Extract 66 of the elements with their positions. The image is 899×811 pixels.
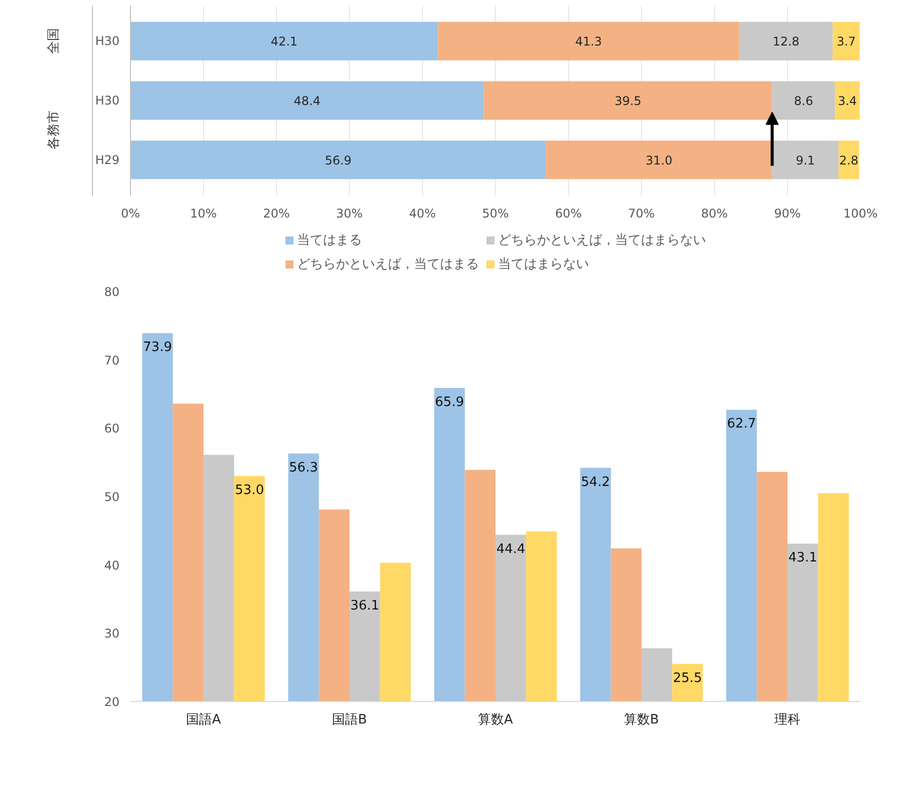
data-label: 8.6 bbox=[794, 94, 814, 108]
data-label: 54.2 bbox=[581, 474, 610, 490]
y-tick-label: 40 bbox=[104, 558, 120, 572]
data-label: 41.3 bbox=[575, 34, 602, 49]
x-tick-label: 10% bbox=[190, 206, 217, 220]
y-tick-label: 80 bbox=[104, 285, 120, 299]
x-tick-label: 90% bbox=[774, 206, 801, 220]
data-label: 12.8 bbox=[772, 34, 800, 49]
y-tick-label: 70 bbox=[104, 353, 120, 368]
data-label: 42.1 bbox=[270, 34, 298, 49]
x-tick-label: 50% bbox=[482, 206, 509, 220]
y-tick-label: 30 bbox=[104, 626, 120, 641]
bar bbox=[130, 22, 438, 60]
x-tick-label: 算数B bbox=[624, 712, 659, 728]
data-label: 44.4 bbox=[496, 542, 526, 557]
x-tick-label: 理科 bbox=[774, 712, 800, 728]
data-label: 43.1 bbox=[788, 550, 818, 566]
x-tick-label: 70% bbox=[628, 206, 655, 220]
data-label: 65.9 bbox=[435, 394, 464, 410]
data-label: 48.4 bbox=[294, 94, 321, 108]
data-label: 36.1 bbox=[350, 598, 380, 614]
data-label: 53.0 bbox=[235, 483, 264, 498]
bar bbox=[832, 22, 860, 60]
y-tick-label: 50 bbox=[104, 490, 120, 504]
y-tick-label: H29 bbox=[95, 152, 120, 167]
data-label: 39.5 bbox=[614, 94, 642, 108]
legend-label: どちらかといえば，当てはまる bbox=[297, 256, 479, 273]
legend-label: 当てはまらない bbox=[498, 256, 589, 273]
data-label: 9.1 bbox=[796, 153, 815, 168]
bar bbox=[438, 22, 740, 60]
x-tick-label: 40% bbox=[409, 206, 436, 220]
x-tick-label: 国語B bbox=[332, 712, 367, 728]
bar bbox=[130, 81, 484, 120]
bar bbox=[130, 140, 546, 180]
text: 全国 bbox=[46, 28, 62, 54]
bar bbox=[838, 140, 860, 180]
bar bbox=[772, 140, 839, 180]
x-tick-label: 30% bbox=[336, 206, 363, 220]
y-tick-label: H30 bbox=[95, 94, 120, 108]
x-tick-label: 20% bbox=[263, 206, 290, 220]
legend-label: 当てはまる bbox=[297, 232, 362, 249]
bar bbox=[484, 81, 772, 120]
bar bbox=[834, 81, 860, 120]
bar bbox=[546, 140, 772, 180]
data-label: 56.3 bbox=[289, 460, 318, 476]
data-label: 2.8 bbox=[839, 153, 858, 168]
data-label: 73.9 bbox=[143, 340, 172, 356]
data-label: 62.7 bbox=[727, 416, 756, 432]
text: 各務市 bbox=[46, 110, 62, 150]
x-tick-label: 80% bbox=[701, 206, 728, 220]
bar bbox=[772, 81, 835, 120]
bar bbox=[739, 22, 833, 60]
legend-label: どちらかといえば，当てはまらない bbox=[498, 232, 706, 249]
x-tick-label: 算数A bbox=[478, 712, 514, 728]
data-label: 3.7 bbox=[836, 34, 856, 49]
y-tick-label: 20 bbox=[104, 695, 120, 709]
y-tick-label: H30 bbox=[95, 34, 120, 48]
data-label: 25.5 bbox=[673, 670, 702, 686]
x-tick-label: 100% bbox=[843, 206, 878, 220]
data-label: 31.0 bbox=[646, 153, 672, 168]
x-tick-label: 60% bbox=[555, 206, 582, 220]
data-label: 56.9 bbox=[324, 153, 352, 168]
x-tick-label: 0% bbox=[120, 206, 140, 220]
y-tick-label: 60 bbox=[104, 422, 120, 436]
x-tick-label: 国語A bbox=[186, 712, 222, 728]
data-label: 3.4 bbox=[838, 94, 857, 108]
